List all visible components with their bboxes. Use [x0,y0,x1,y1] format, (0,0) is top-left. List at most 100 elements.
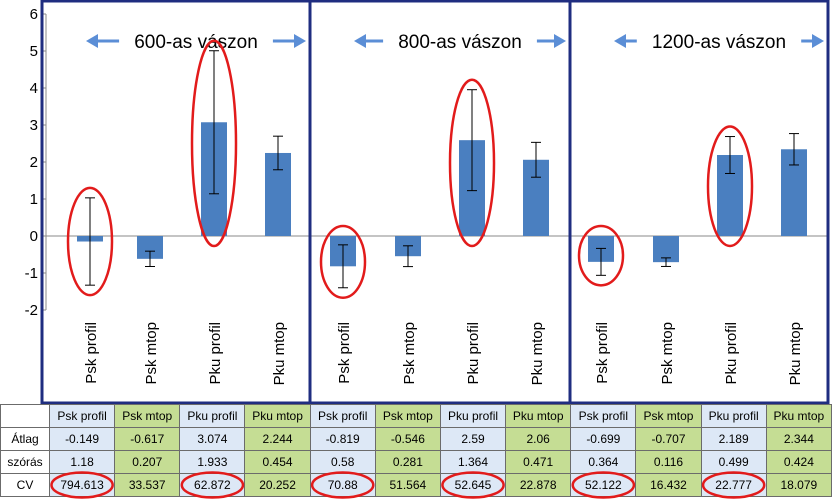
category-label: Pku mtop [787,322,804,385]
bar-chart: 6 5 4 3 2 1 0 -1 -2 600-as vászon Psk profil Psk m… [25,0,830,404]
y-tick-label: 5 [30,43,38,60]
table-cell: 0.364 [570,450,637,474]
table-cell: 1.364 [439,450,507,474]
table-cell: 0.58 [309,450,376,474]
arrow-head-right [294,34,306,48]
column-header: Pku mtop [505,404,572,428]
y-axis: 6 5 4 3 2 1 0 -1 -2 [25,6,828,319]
table-cell: 0.499 [700,450,767,474]
panel-frame [568,0,830,404]
column-header: Psk mtop [114,404,181,428]
chart-panel: 1200-as vászon Psk profil Psk mtop Pku prof… [568,0,830,404]
table-cell: 2.06 [505,427,572,451]
category-label: Psk mtop [143,322,160,385]
table-cell: 2.344 [765,427,832,451]
table-cell: 16.432 [635,473,702,497]
highlight-ellipse [448,78,496,248]
y-tick-label: 3 [30,117,38,134]
y-tick-label: -2 [25,302,38,319]
category-label: Psk mtop [401,322,418,385]
y-tick-label: 1 [30,191,38,208]
table-cell: -0.546 [374,427,441,451]
table-cell: 0.207 [114,450,181,474]
category-label: Psk mtop [659,322,676,385]
table-row: Átlag -0.149 -0.617 3.074 2.244 -0.819 -… [0,427,832,451]
table-cell: 22.777 [700,473,767,497]
table-cell: 51.564 [374,473,441,497]
table-cell: 3.074 [179,427,246,451]
table-cell: 52.122 [570,473,637,497]
table-cell: -0.699 [570,427,637,451]
y-tick-label: 0 [30,228,38,245]
table-cell: -0.149 [48,427,116,451]
category-label: Psk profil [83,322,100,384]
table-cell: 22.878 [505,473,572,497]
row-label: szórás [0,450,50,474]
column-header: Pku mtop [765,404,832,428]
panel-title: 600-as vászon [134,32,258,53]
table-cell: 1.933 [179,450,246,474]
table-corner-cell [0,404,50,428]
row-label: Átlag [0,427,50,451]
table-cell: 2.59 [439,427,507,451]
column-header: Psk profil [570,404,637,428]
panel-title-bg [636,25,802,55]
table-cell: 20.252 [244,473,311,497]
table-cell: 2.244 [244,427,311,451]
panel-title: 1200-as vászon [652,32,786,53]
statistics-table-container: Psk profil Psk mtop Pku profil Pku mtop … [0,404,832,500]
table-header-row: Psk profil Psk mtop Pku profil Pku mtop … [0,404,832,428]
category-label: Pku mtop [271,322,288,385]
y-tick-label: 6 [30,6,38,23]
y-tick-label: 2 [30,154,38,171]
table-cell: 0.116 [635,450,702,474]
table-cell: 62.872 [179,473,246,497]
arrow-head-right [554,34,566,48]
table-cell: 0.281 [374,450,441,474]
table-row: CV 794.613 33.537 62.872 20.252 70.88 51… [0,473,832,497]
arrow-head-right [812,34,824,48]
table-cell: 33.537 [114,473,181,497]
table-cell: -0.617 [114,427,181,451]
column-header: Psk mtop [635,404,702,428]
table-cell: 52.645 [439,473,507,497]
category-label: Pku profil [465,322,482,385]
table-cell: 794.613 [48,473,116,497]
category-label: Psk profil [336,322,353,384]
table-cell: 0.454 [244,450,311,474]
category-label: Pku profil [207,322,224,385]
table-cell: 18.079 [765,473,832,497]
highlight-ellipse [190,39,238,248]
highlight-ellipse [66,186,114,297]
highlight-ellipse [706,125,754,248]
bar [137,236,163,259]
chart-panel: 600-as vászon Psk profil Psk mtop Pku profi… [40,0,312,404]
column-header: Pku mtop [244,404,311,428]
y-tick-label: 4 [30,80,38,97]
column-header: Pku profil [179,404,246,428]
highlight-ellipse [319,224,367,300]
column-header: Pku profil [700,404,767,428]
column-header: Pku profil [439,404,507,428]
row-label: CV [0,473,50,497]
table-cell: -0.707 [635,427,702,451]
column-header: Psk profil [48,404,116,428]
panel-title-bg [119,25,273,55]
arrow-head-left [614,34,626,48]
column-header: Psk mtop [374,404,441,428]
chart-panels: 600-as vászon Psk profil Psk mtop Pku profi… [40,0,830,404]
table-cell: 1.18 [48,450,116,474]
column-header: Psk profil [309,404,376,428]
table-cell: 70.88 [309,473,376,497]
highlight-ellipse [577,224,625,287]
panel-title: 800-as vászon [398,32,522,53]
statistics-table: Psk profil Psk mtop Pku profil Pku mtop … [0,404,832,497]
category-label: Psk profil [594,322,611,384]
table-row: szórás 1.18 0.207 1.933 0.454 0.58 0.281… [0,450,832,474]
table-cell: -0.819 [309,427,376,451]
table-cell: 2.189 [700,427,767,451]
table-cell: 0.471 [505,450,572,474]
table-cell: 0.424 [765,450,832,474]
chart-panel: 800-as vászon Psk profil Psk mtop Pku profi… [308,0,572,404]
category-label: Pku mtop [529,322,546,385]
